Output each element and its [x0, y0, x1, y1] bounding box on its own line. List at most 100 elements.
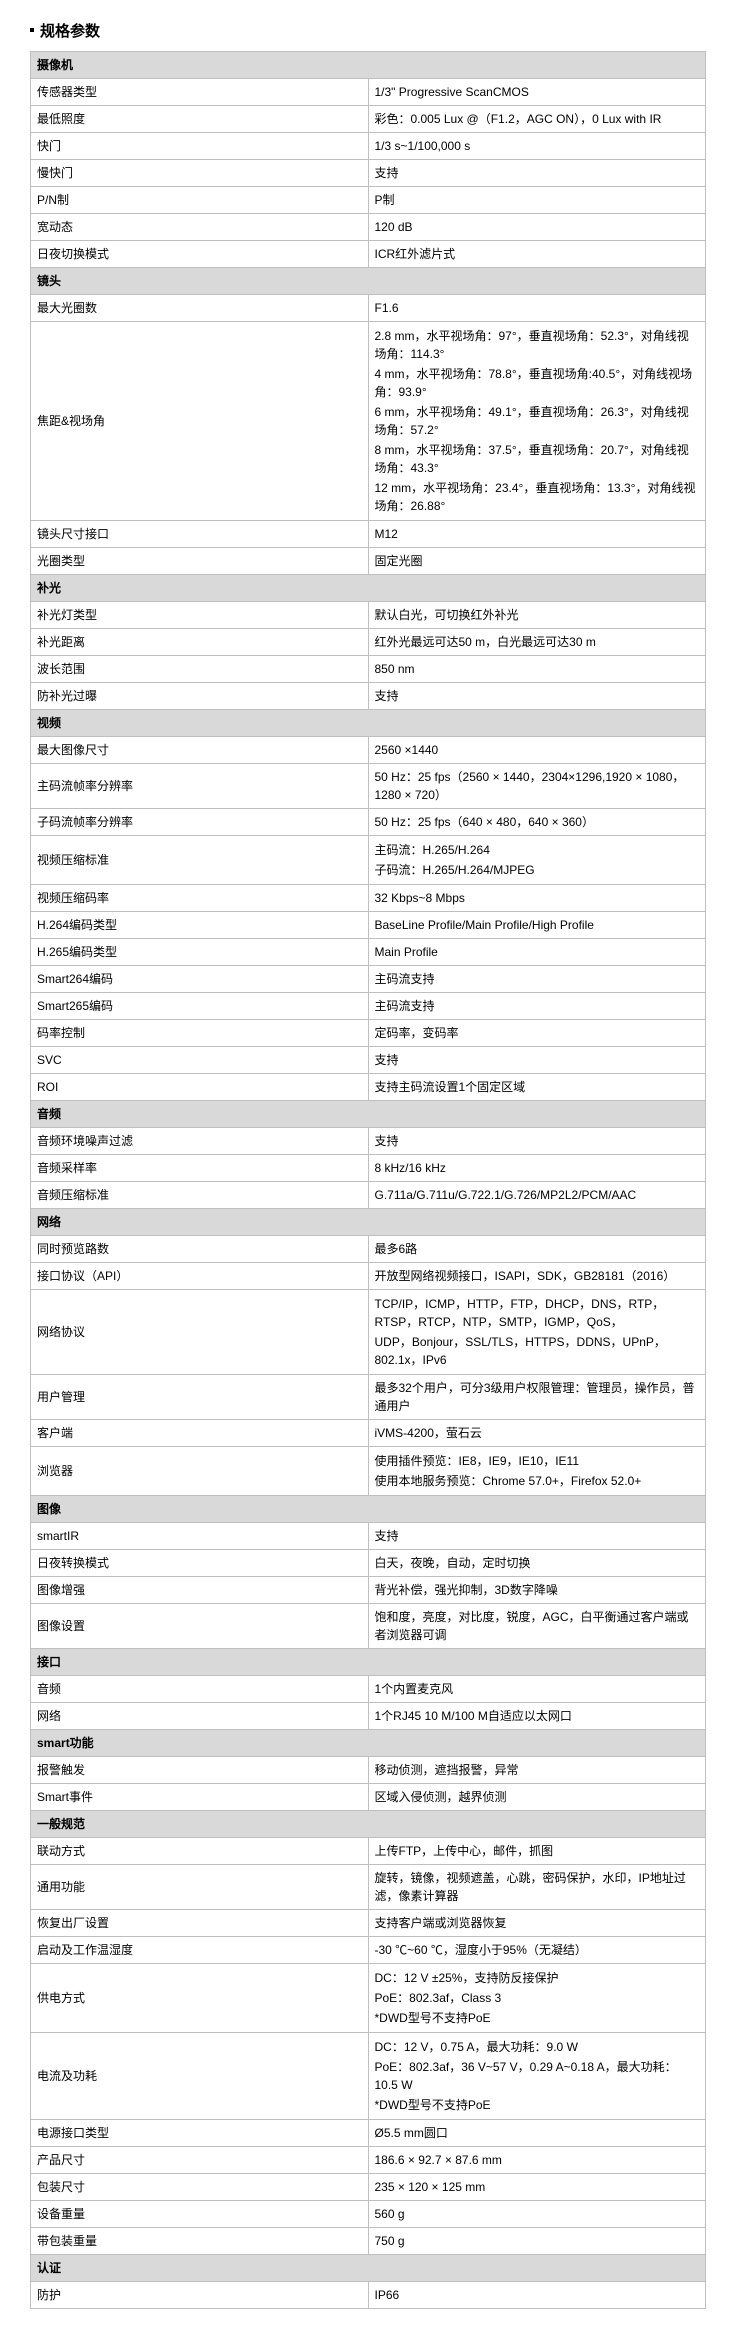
section-header: 接口: [31, 1649, 706, 1676]
page-title: 规格参数: [30, 20, 706, 41]
section-header: 网络: [31, 1209, 706, 1236]
spec-value: 区域入侵侦测，越界侦测: [368, 1784, 706, 1811]
spec-label: 接口协议（API）: [31, 1263, 369, 1290]
spec-row: 音频压缩标准G.711a/G.711u/G.722.1/G.726/MP2L2/…: [31, 1182, 706, 1209]
spec-label: Smart事件: [31, 1784, 369, 1811]
spec-row: 网络1个RJ45 10 M/100 M自适应以太网口: [31, 1703, 706, 1730]
spec-label: ROI: [31, 1074, 369, 1101]
section-header: 图像: [31, 1496, 706, 1523]
spec-value: 32 Kbps~8 Mbps: [368, 885, 706, 912]
spec-label: 镜头尺寸接口: [31, 521, 369, 548]
spec-row: 供电方式DC：12 V ±25%，支持防反接保护PoE：802.3af，Clas…: [31, 1964, 706, 2033]
spec-row: H.265编码类型Main Profile: [31, 939, 706, 966]
spec-label: 通用功能: [31, 1865, 369, 1910]
spec-value: 最多32个用户，可分3级用户权限管理：管理员，操作员，普通用户: [368, 1375, 706, 1420]
spec-label: 启动及工作温湿度: [31, 1937, 369, 1964]
spec-label: H.264编码类型: [31, 912, 369, 939]
spec-value: 主码流支持: [368, 993, 706, 1020]
spec-label: 补光灯类型: [31, 602, 369, 629]
spec-label: 日夜切换模式: [31, 241, 369, 268]
spec-value: 186.6 × 92.7 × 87.6 mm: [368, 2147, 706, 2174]
spec-row: P/N制P制: [31, 187, 706, 214]
spec-label: 宽动态: [31, 214, 369, 241]
spec-row: SVC支持: [31, 1047, 706, 1074]
spec-row: 音频1个内置麦克风: [31, 1676, 706, 1703]
spec-row: 最大图像尺寸2560 ×1440: [31, 737, 706, 764]
spec-label: 带包装重量: [31, 2228, 369, 2255]
spec-value: 白天，夜晚，自动，定时切换: [368, 1550, 706, 1577]
spec-row: Smart265编码主码流支持: [31, 993, 706, 1020]
spec-value: ICR红外滤片式: [368, 241, 706, 268]
spec-row: 浏览器使用插件预览：IE8，IE9，IE10，IE11使用本地服务预览：Chro…: [31, 1447, 706, 1496]
spec-label: 报警触发: [31, 1757, 369, 1784]
spec-value: DC：12 V，0.75 A，最大功耗：9.0 WPoE：802.3af，36 …: [368, 2033, 706, 2120]
spec-row: 音频采样率8 kHz/16 kHz: [31, 1155, 706, 1182]
spec-row: 通用功能旋转，镜像，视频遮盖，心跳，密码保护，水印，IP地址过滤，像素计算器: [31, 1865, 706, 1910]
spec-value: 支持客户端或浏览器恢复: [368, 1910, 706, 1937]
spec-value: F1.6: [368, 295, 706, 322]
spec-label: 电源接口类型: [31, 2120, 369, 2147]
spec-value: 560 g: [368, 2201, 706, 2228]
spec-row: 视频压缩标准主码流：H.265/H.264子码流：H.265/H.264/MJP…: [31, 836, 706, 885]
spec-label: 主码流帧率分辨率: [31, 764, 369, 809]
spec-row: 传感器类型1/3" Progressive ScanCMOS: [31, 79, 706, 106]
spec-row: 报警触发移动侦测，遮挡报警，异常: [31, 1757, 706, 1784]
spec-value: 支持: [368, 1128, 706, 1155]
spec-value: 支持: [368, 1523, 706, 1550]
spec-label: 恢复出厂设置: [31, 1910, 369, 1937]
spec-row: Smart事件区域入侵侦测，越界侦测: [31, 1784, 706, 1811]
spec-label: 最大光圈数: [31, 295, 369, 322]
section-header: smart功能: [31, 1730, 706, 1757]
spec-row: 视频压缩码率32 Kbps~8 Mbps: [31, 885, 706, 912]
spec-label: 包装尺寸: [31, 2174, 369, 2201]
spec-value: 支持主码流设置1个固定区域: [368, 1074, 706, 1101]
section-header: 音频: [31, 1101, 706, 1128]
spec-label: 联动方式: [31, 1838, 369, 1865]
spec-label: 视频压缩码率: [31, 885, 369, 912]
section-header: 镜头: [31, 268, 706, 295]
spec-label: 传感器类型: [31, 79, 369, 106]
spec-row: 音频环境噪声过滤支持: [31, 1128, 706, 1155]
spec-label: 音频压缩标准: [31, 1182, 369, 1209]
spec-label: 日夜转换模式: [31, 1550, 369, 1577]
spec-value: 红外光最远可达50 m，白光最远可达30 m: [368, 629, 706, 656]
spec-label: 供电方式: [31, 1964, 369, 2033]
spec-value: 开放型网络视频接口，ISAPI，SDK，GB28181（2016）: [368, 1263, 706, 1290]
spec-value: 移动侦测，遮挡报警，异常: [368, 1757, 706, 1784]
spec-label: 光圈类型: [31, 548, 369, 575]
spec-label: 最大图像尺寸: [31, 737, 369, 764]
spec-value: 850 nm: [368, 656, 706, 683]
spec-value: Main Profile: [368, 939, 706, 966]
spec-value: 50 Hz：25 fps（2560 × 1440，2304×1296,1920 …: [368, 764, 706, 809]
spec-value: 支持: [368, 160, 706, 187]
spec-value: 饱和度，亮度，对比度，锐度，AGC，白平衡通过客户端或者浏览器可调: [368, 1604, 706, 1649]
spec-label: 码率控制: [31, 1020, 369, 1047]
spec-row: 图像增强背光补偿，强光抑制，3D数字降噪: [31, 1577, 706, 1604]
spec-value: 最多6路: [368, 1236, 706, 1263]
spec-label: smartIR: [31, 1523, 369, 1550]
spec-value: 背光补偿，强光抑制，3D数字降噪: [368, 1577, 706, 1604]
spec-row: 带包装重量750 g: [31, 2228, 706, 2255]
spec-value: 1/3 s~1/100,000 s: [368, 133, 706, 160]
spec-value: 8 kHz/16 kHz: [368, 1155, 706, 1182]
spec-row: 包装尺寸235 × 120 × 125 mm: [31, 2174, 706, 2201]
spec-value: -30 ℃~60 ℃，湿度小于95%（无凝结）: [368, 1937, 706, 1964]
section-header: 视频: [31, 710, 706, 737]
spec-row: H.264编码类型BaseLine Profile/Main Profile/H…: [31, 912, 706, 939]
spec-value: 支持: [368, 683, 706, 710]
spec-value: iVMS-4200，萤石云: [368, 1420, 706, 1447]
spec-value: BaseLine Profile/Main Profile/High Profi…: [368, 912, 706, 939]
spec-value: 750 g: [368, 2228, 706, 2255]
spec-label: Smart264编码: [31, 966, 369, 993]
spec-value: 定码率，变码率: [368, 1020, 706, 1047]
spec-table: 摄像机传感器类型1/3" Progressive ScanCMOS最低照度彩色：…: [30, 51, 706, 2309]
page-title-text: 规格参数: [40, 23, 100, 40]
spec-row: 补光距离红外光最远可达50 m，白光最远可达30 m: [31, 629, 706, 656]
spec-row: 图像设置饱和度，亮度，对比度，锐度，AGC，白平衡通过客户端或者浏览器可调: [31, 1604, 706, 1649]
spec-label: SVC: [31, 1047, 369, 1074]
spec-row: 主码流帧率分辨率50 Hz：25 fps（2560 × 1440，2304×12…: [31, 764, 706, 809]
spec-label: 最低照度: [31, 106, 369, 133]
spec-row: 宽动态120 dB: [31, 214, 706, 241]
spec-row: 产品尺寸186.6 × 92.7 × 87.6 mm: [31, 2147, 706, 2174]
spec-label: 快门: [31, 133, 369, 160]
